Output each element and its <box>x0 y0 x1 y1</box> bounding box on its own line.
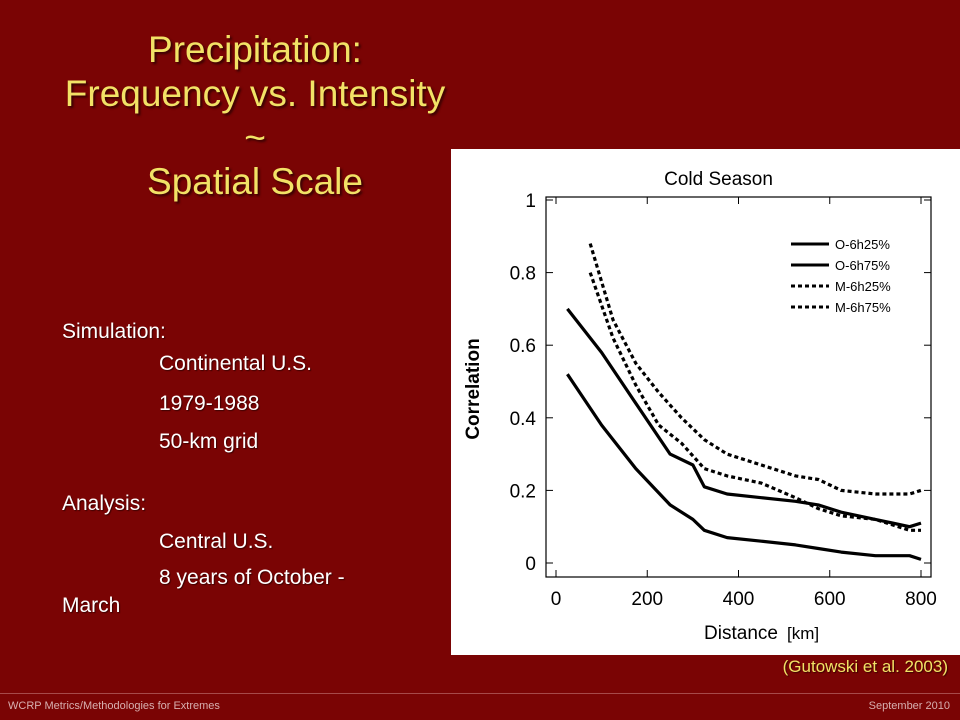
analysis-item-period: 8 years of October - <box>159 566 345 589</box>
footer-divider <box>0 693 960 694</box>
x-tick-label: 800 <box>905 589 937 610</box>
footer-right: September 2010 <box>868 700 950 712</box>
analysis-heading: Analysis: <box>62 492 147 515</box>
x-tick-label: 400 <box>723 589 755 610</box>
chart-title: Cold Season <box>664 169 773 190</box>
analysis-item-region: Central U.S. <box>159 530 274 553</box>
x-tick-label: 200 <box>631 589 663 610</box>
series-line-o-6h25- <box>566 373 922 561</box>
y-tick-label: 0.6 <box>510 336 536 357</box>
y-tick-label: 0 <box>525 554 536 575</box>
simulation-heading: Simulation: <box>62 320 166 343</box>
simulation-item-grid: 50-km grid <box>159 430 259 453</box>
chart-panel: Cold Season 0 0.2 0.4 0.6 0.8 1 0 200 400 600 800 Di… <box>451 149 960 655</box>
title-line-4: Spatial Scale <box>147 161 363 202</box>
slide-title: Precipitation: Frequency vs. Intensity ~… <box>20 28 490 204</box>
simulation-item-region: Continental U.S. <box>159 352 312 375</box>
y-tick-label: 0.2 <box>510 481 536 502</box>
y-tick-label: 0.8 <box>510 264 536 285</box>
x-axis-unit: [km] <box>787 624 819 643</box>
simulation-item-years: 1979-1988 <box>159 392 260 415</box>
footer-left: WCRP Metrics/Methodologies for Extremes <box>8 700 220 712</box>
legend-label: O-6h25% <box>835 237 890 252</box>
y-tick-label: 0.4 <box>510 409 537 430</box>
analysis-item-period-wrap: March <box>62 594 121 617</box>
x-tick-label: 600 <box>814 589 846 610</box>
y-tick-label: 1 <box>525 191 536 212</box>
title-line-1: Precipitation: <box>148 29 362 70</box>
y-axis-label: Correlation <box>463 338 484 439</box>
x-tick-label: 0 <box>551 589 562 610</box>
title-line-3: ~ <box>244 117 266 158</box>
legend-label: O-6h75% <box>835 258 890 273</box>
x-axis-label: Distance <box>704 623 778 644</box>
series-line-o-6h75- <box>566 307 922 529</box>
series-line-m-6h25- <box>588 272 921 532</box>
citation: (Gutowski et al. 2003) <box>782 657 948 676</box>
legend-label: M-6h25% <box>835 279 891 294</box>
title-line-2: Frequency vs. Intensity <box>64 73 446 114</box>
legend-label: M-6h75% <box>835 300 891 315</box>
correlation-chart: Cold Season 0 0.2 0.4 0.6 0.8 1 0 200 400 600 800 Di… <box>463 169 937 644</box>
series-line-m-6h75- <box>588 243 922 496</box>
